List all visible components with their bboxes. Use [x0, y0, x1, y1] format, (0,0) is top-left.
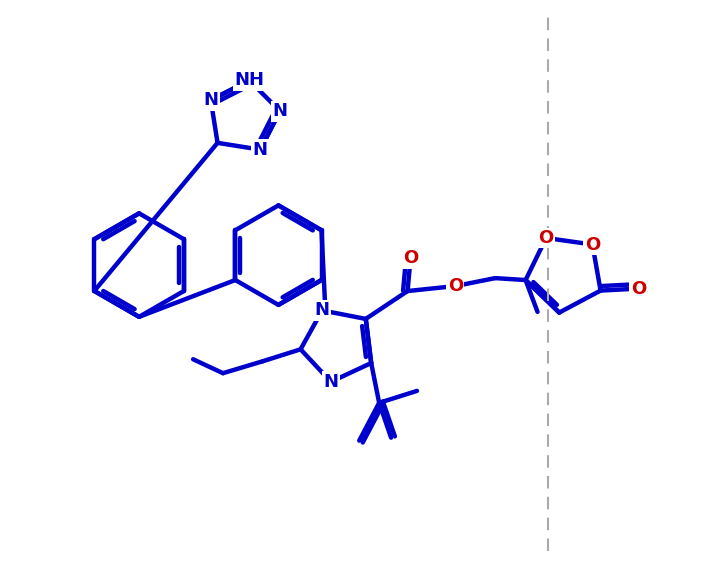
- Text: O: O: [447, 277, 463, 295]
- Text: N: N: [324, 373, 338, 391]
- Text: O: O: [403, 249, 418, 267]
- Text: N: N: [315, 302, 329, 319]
- Text: NH: NH: [235, 71, 264, 90]
- Text: O: O: [539, 229, 554, 247]
- Text: O: O: [585, 235, 600, 253]
- Text: N: N: [203, 91, 218, 109]
- Text: N: N: [272, 102, 287, 120]
- Text: N: N: [253, 141, 268, 159]
- Text: O: O: [631, 280, 646, 298]
